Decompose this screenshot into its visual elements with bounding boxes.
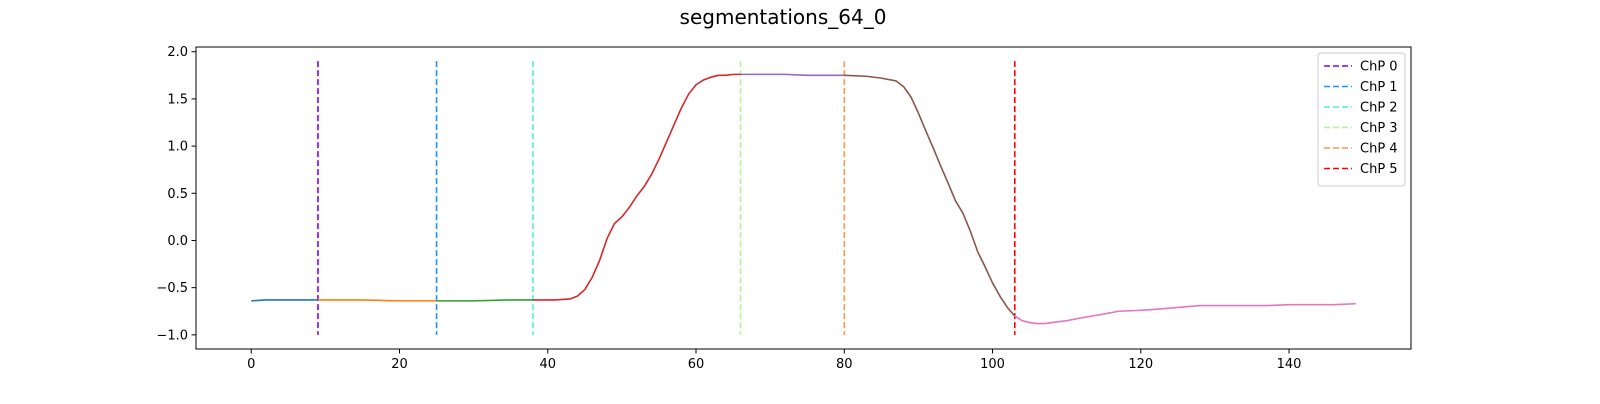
series-line-2 (436, 299, 533, 302)
legend-label-5: ChP 5 (1360, 162, 1398, 177)
axes-background (196, 47, 1411, 349)
series-line-4 (740, 73, 845, 77)
y-tick-label: 0.5 (167, 187, 188, 202)
y-tick-label: 2.0 (167, 45, 188, 60)
legend-label-2: ChP 2 (1360, 101, 1398, 116)
x-tick-label: 20 (391, 357, 408, 372)
y-tick-label: 1.5 (167, 92, 188, 107)
series-line-5 (844, 74, 1016, 317)
series-line-3 (532, 73, 741, 301)
x-tick-label: 80 (836, 357, 853, 372)
plot-area: 0 20 40 60 80 100 120 140 −1.0 −0.5 0.0 0.5 1.0 1.5 2.… (156, 45, 1412, 372)
x-tick-label: 100 (980, 357, 1005, 372)
legend-box (1317, 52, 1406, 187)
y-tick-label: −1.0 (156, 328, 188, 343)
legend-label-3: ChP 3 (1360, 121, 1398, 136)
axes-frame (195, 46, 1412, 350)
y-tick-label: −0.5 (156, 281, 188, 296)
series-line-0 (251, 299, 318, 302)
series-line-6 (1014, 302, 1356, 325)
chart-title: segmentations_64_0 (680, 5, 887, 29)
x-tick-label: 140 (1277, 357, 1302, 372)
x-tick-label: 0 (247, 357, 255, 372)
x-tick-label: 60 (688, 357, 705, 372)
legend-label-0: ChP 0 (1360, 60, 1398, 75)
legend-label-1: ChP 1 (1360, 80, 1398, 95)
x-tick-label: 120 (1128, 357, 1153, 372)
legend-label-4: ChP 4 (1360, 142, 1398, 157)
y-tick-label: 1.0 (167, 140, 188, 155)
y-tick-label: 0.0 (167, 234, 188, 249)
series-line-1 (317, 299, 437, 302)
x-tick-label: 40 (539, 357, 556, 372)
